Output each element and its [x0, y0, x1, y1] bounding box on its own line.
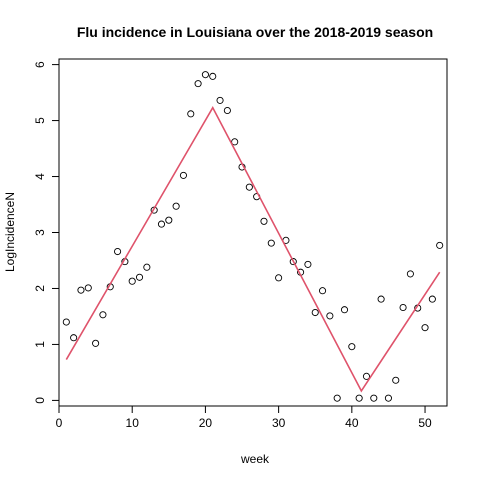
- data-point: [399, 303, 407, 312]
- data-point: [216, 96, 224, 104]
- data-point: [377, 295, 385, 303]
- data-point: [304, 260, 312, 268]
- data-point: [187, 110, 195, 118]
- data-point: [384, 394, 392, 402]
- data-point: [260, 217, 268, 225]
- x-tick-label: 40: [345, 416, 359, 430]
- y-tick-label: 6: [33, 61, 47, 68]
- data-point: [209, 72, 217, 80]
- x-tick-label: 20: [199, 416, 213, 430]
- x-tick-label: 50: [418, 416, 432, 430]
- data-point: [70, 334, 78, 342]
- y-tick-label: 0: [33, 397, 47, 404]
- data-point: [245, 183, 253, 191]
- data-point: [84, 284, 92, 292]
- data-point: [194, 80, 202, 88]
- y-tick-label: 3: [33, 229, 47, 236]
- y-tick-label: 2: [33, 285, 47, 292]
- data-points: [62, 71, 444, 402]
- data-point: [99, 311, 107, 319]
- y-axis-label: LogIncidenceN: [3, 192, 17, 272]
- y-tick-label: 1: [33, 341, 47, 348]
- data-point: [92, 339, 100, 347]
- data-point: [406, 270, 414, 278]
- chart-title: Flu incidence in Louisiana over the 2018…: [77, 24, 433, 40]
- fit-line: [65, 106, 441, 393]
- data-point: [165, 216, 173, 224]
- y-axis: 0 1 2 3 4 5 6: [33, 61, 60, 404]
- x-tick-label: 0: [56, 416, 63, 430]
- y-tick-label: 5: [33, 117, 47, 124]
- data-point: [370, 394, 378, 402]
- data-point: [355, 394, 363, 402]
- data-point: [333, 394, 341, 402]
- data-point: [318, 287, 327, 295]
- data-point: [267, 239, 275, 247]
- x-tick-label: 10: [126, 416, 140, 430]
- data-point: [421, 324, 429, 332]
- fit-line-layer: [65, 106, 441, 393]
- x-axis: 0 10 20 30 40 50: [56, 405, 432, 430]
- x-axis-label: week: [240, 452, 270, 466]
- data-point: [275, 274, 283, 282]
- data-point: [172, 202, 180, 210]
- data-point: [289, 258, 297, 266]
- data-point: [157, 220, 166, 228]
- data-point: [114, 247, 122, 256]
- y-tick-label: 4: [33, 173, 47, 180]
- data-point: [428, 295, 436, 303]
- data-point: [128, 277, 136, 285]
- x-tick-label: 30: [272, 416, 286, 430]
- data-point: [77, 286, 85, 294]
- data-point: [326, 312, 334, 320]
- data-point: [62, 318, 70, 326]
- data-point: [436, 241, 444, 249]
- data-point: [311, 308, 319, 317]
- data-point: [348, 343, 356, 351]
- data-point: [223, 106, 231, 115]
- data-point: [179, 171, 188, 179]
- data-point: [135, 273, 144, 281]
- data-point: [392, 376, 400, 384]
- data-point: [201, 71, 209, 79]
- plot-frame: [58, 58, 448, 407]
- data-point: [362, 372, 371, 380]
- data-point: [231, 138, 239, 146]
- data-point: [340, 306, 349, 314]
- data-point: [143, 263, 151, 271]
